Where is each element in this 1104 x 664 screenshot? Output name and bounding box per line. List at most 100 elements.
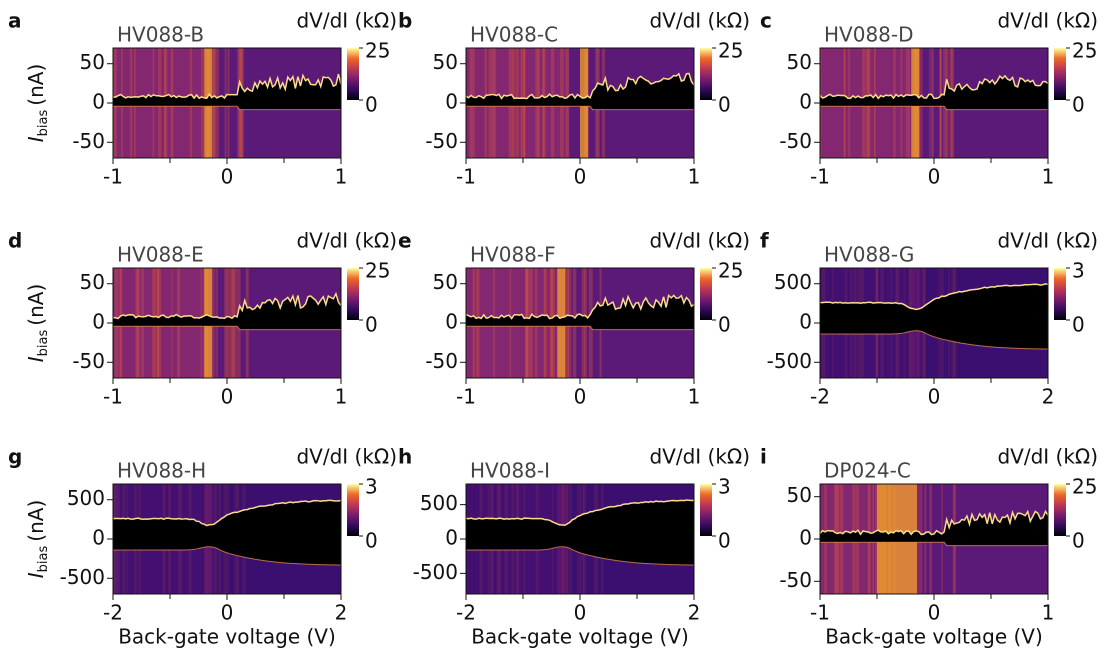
x-tick-label: 0	[928, 601, 941, 625]
y-axis-label-symbol: I	[24, 572, 48, 578]
x-axis-label: Back-gate voltage (V)	[118, 625, 336, 649]
x-tick-label: 1	[688, 385, 701, 409]
x-tick-label: -1	[456, 165, 476, 189]
y-tick-label: 500	[774, 270, 812, 294]
y-axis-label: Ibias (nA)	[24, 64, 51, 142]
y-tick-label: -50	[779, 129, 812, 153]
x-tick-label: 0	[928, 165, 941, 189]
switching-boundary	[466, 546, 695, 566]
y-axis-label: Ibias (nA)	[24, 284, 51, 362]
y-axis-label-subscript: bias	[36, 110, 51, 137]
panel-label: b	[398, 9, 412, 33]
x-tick-label: -2	[103, 601, 123, 625]
switching-boundary	[819, 283, 1049, 311]
switching-boundary	[113, 546, 342, 566]
colorbar	[1054, 484, 1066, 536]
switching-boundary	[820, 330, 1049, 350]
x-tick-label: -2	[456, 601, 476, 625]
y-tick-label: 500	[420, 491, 458, 515]
superconducting-region	[466, 500, 694, 566]
switching-boundary	[819, 74, 1049, 100]
switching-boundary	[465, 499, 695, 527]
switching-boundary	[113, 105, 341, 111]
switching-boundary	[112, 291, 342, 320]
y-axis-label-unit: (nA)	[24, 284, 48, 326]
y-axis-label-symbol: I	[24, 356, 48, 362]
panel: -2 0 2 -500 0 500 0 3 dV/dI (kΩ) f HV088-G	[760, 229, 1098, 409]
colorbar	[700, 48, 712, 100]
colorbar-tick-label: 0	[365, 313, 378, 337]
y-tick-label: -50	[72, 129, 105, 153]
panel-title: HV088-I	[470, 459, 550, 483]
colorbar-tick-label: 25	[365, 39, 390, 63]
switching-boundary	[112, 73, 342, 100]
panel-label: d	[8, 229, 22, 253]
y-tick-label: -500	[60, 565, 105, 589]
superconducting-region	[113, 500, 341, 566]
y-tick-label: -500	[767, 349, 812, 373]
colorbar-tick-label: 0	[365, 93, 378, 117]
panel-title: DP024-C	[824, 459, 911, 483]
y-tick-label: -50	[425, 349, 458, 373]
colorbar-tick-label: 3	[718, 475, 731, 499]
colorbar	[700, 484, 712, 536]
x-tick-label: 2	[688, 601, 701, 625]
panel-label: h	[398, 445, 412, 469]
y-axis-label: Ibias (nA)	[24, 500, 51, 578]
x-tick-label: 2	[335, 601, 348, 625]
x-axis-label: Back-gate voltage (V)	[471, 625, 689, 649]
colorbar-label: dV/dI (kΩ)	[997, 445, 1098, 469]
y-axis-label-symbol: I	[24, 136, 48, 142]
colorbar-tick-label: 0	[365, 529, 378, 553]
y-tick-label: 50	[787, 50, 812, 74]
switching-boundary	[820, 105, 1048, 111]
y-axis-label-subscript: bias	[36, 546, 51, 573]
switching-boundary	[819, 509, 1049, 536]
y-tick-label: 500	[67, 486, 105, 510]
colorbar-tick-label: 0	[1072, 313, 1085, 337]
panel: -2 0 2 -500 0 500 0 3 dV/dI (kΩ) h HV088-I Back-gat…	[398, 445, 750, 649]
y-tick-label: -500	[413, 560, 458, 584]
x-tick-label: -1	[810, 601, 830, 625]
panel-title: HV088-F	[470, 243, 556, 267]
switching-boundary	[465, 72, 695, 100]
colorbar-label: dV/dI (kΩ)	[296, 229, 397, 253]
panel-title: HV088-H	[117, 459, 206, 483]
x-tick-label: 1	[1042, 601, 1055, 625]
y-tick-label: -50	[72, 349, 105, 373]
colorbar-tick-label: 0	[718, 529, 731, 553]
x-tick-label: 0	[574, 165, 587, 189]
colorbar-tick-label: 3	[365, 475, 378, 499]
x-tick-label: -1	[456, 385, 476, 409]
superconducting-region	[820, 283, 1048, 350]
colorbar-tick-label: 0	[718, 93, 731, 117]
switching-boundary	[820, 541, 1048, 547]
x-tick-label: 1	[688, 165, 701, 189]
colorbar-tick-label: 25	[1072, 475, 1097, 499]
panel-title: HV088-C	[470, 23, 558, 47]
panel: -1 0 1 -50 0 50 0 25 dV/dI (kΩ) b HV088-C	[398, 9, 750, 189]
colorbar-tick-label: 0	[1072, 93, 1085, 117]
panel: -1 0 1 -50 0 50 0 25 dV/dI (kΩ) e HV088-F	[398, 229, 750, 409]
x-tick-label: 0	[221, 385, 234, 409]
switching-boundary	[466, 105, 694, 111]
colorbar	[347, 268, 359, 320]
y-tick-label: 0	[799, 90, 812, 114]
colorbar-tick-label: 0	[718, 313, 731, 337]
colorbar-label: dV/dI (kΩ)	[997, 229, 1098, 253]
panel: -1 0 1 -50 0 50 0 25 dV/dI (kΩ) a HV088-B Ibias (nA)	[8, 9, 397, 189]
colorbar-label: dV/dI (kΩ)	[649, 9, 750, 33]
x-tick-label: 0	[928, 385, 941, 409]
colorbar-tick-label: 3	[1072, 259, 1085, 283]
switching-boundary	[112, 499, 342, 527]
panel-title: HV088-D	[824, 23, 914, 47]
y-tick-label: 0	[799, 526, 812, 550]
colorbar	[700, 268, 712, 320]
y-axis-label-subscript: bias	[36, 330, 51, 357]
colorbar-label: dV/dI (kΩ)	[296, 445, 397, 469]
colorbar-label: dV/dI (kΩ)	[649, 445, 750, 469]
superconducting-region	[820, 75, 1048, 110]
y-tick-label: 0	[92, 526, 105, 550]
colorbar	[1054, 48, 1066, 100]
